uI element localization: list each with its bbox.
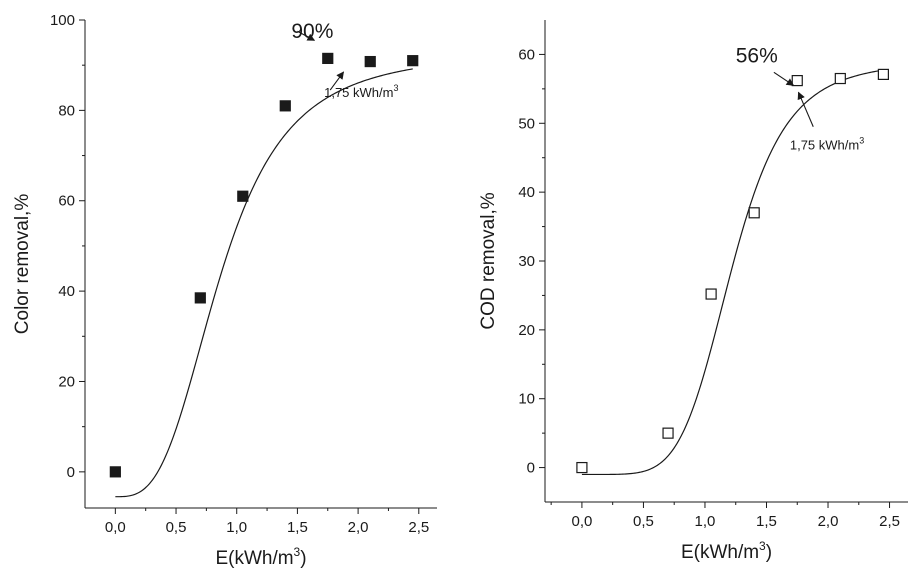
annotation-percent: 56% bbox=[736, 45, 778, 68]
x-axis-title: E(kWh/m3) bbox=[681, 539, 772, 563]
y-tick-label: 20 bbox=[518, 322, 535, 339]
y-tick-label: 80 bbox=[58, 102, 75, 119]
data-point bbox=[576, 461, 588, 474]
data-point bbox=[279, 100, 291, 112]
x-tick-label: 0,0 bbox=[105, 519, 126, 536]
x-tick-label: 0,5 bbox=[633, 513, 654, 530]
x-tick-label: 2,0 bbox=[818, 513, 839, 530]
x-tick-label: 1,0 bbox=[226, 519, 247, 536]
y-tick-label: 0 bbox=[67, 464, 75, 481]
y-tick-label: 40 bbox=[518, 184, 535, 201]
x-tick-label: 0,0 bbox=[571, 513, 592, 530]
x-axis-title-main: E(kWh/m bbox=[681, 542, 759, 563]
x-tick-label: 1,0 bbox=[695, 513, 716, 530]
fit-curve bbox=[115, 68, 413, 498]
x-axis-title-close: ) bbox=[300, 548, 306, 569]
data-point bbox=[705, 288, 717, 300]
y-axis-title: Color removal,% bbox=[12, 194, 33, 335]
data-point bbox=[877, 68, 889, 80]
data-point bbox=[791, 74, 803, 87]
x-tick-label: 1,5 bbox=[756, 513, 777, 530]
annotation-text: 56% bbox=[736, 45, 778, 68]
x-tick-label: 0,5 bbox=[166, 519, 187, 536]
data-point bbox=[662, 427, 674, 439]
y-tick-label: 40 bbox=[58, 283, 75, 300]
x-axis-title: E(kWh/m3) bbox=[215, 545, 306, 569]
annotation-text: 1,75 kWh/m bbox=[324, 85, 393, 100]
data-point bbox=[237, 190, 249, 202]
y-tick-label: 60 bbox=[58, 193, 75, 210]
annotation-energy: 1,75 kWh/m3 bbox=[790, 135, 864, 152]
y-tick-label: 20 bbox=[58, 373, 75, 390]
annotation-arrow bbox=[797, 91, 814, 127]
y-tick-label: 100 bbox=[50, 12, 75, 29]
y-tick-label: 60 bbox=[518, 46, 535, 63]
annotation-energy: 1,75 kWh/m3 bbox=[324, 83, 398, 100]
annotation-text: 90% bbox=[291, 20, 333, 43]
y-tick-label: 10 bbox=[518, 391, 535, 408]
annotation-superscript: 3 bbox=[393, 83, 398, 93]
data-point bbox=[364, 55, 376, 68]
y-tick-label: 50 bbox=[518, 115, 535, 132]
y-tick-label: 30 bbox=[518, 253, 535, 270]
x-axis-title-close: ) bbox=[766, 542, 772, 563]
x-tick-label: 2,0 bbox=[348, 519, 369, 536]
data-point bbox=[834, 72, 846, 85]
data-point bbox=[109, 466, 121, 478]
x-tick-label: 2,5 bbox=[408, 519, 429, 536]
data-point bbox=[748, 207, 760, 219]
annotation-superscript: 3 bbox=[859, 135, 864, 145]
x-tick-label: 1,5 bbox=[287, 519, 308, 536]
annotation-text: 1,75 kWh/m bbox=[790, 137, 859, 152]
annotation-arrow bbox=[773, 71, 795, 86]
data-point bbox=[322, 52, 334, 65]
data-point bbox=[407, 55, 419, 67]
annotation-arrow bbox=[329, 71, 344, 91]
fit-curve bbox=[581, 69, 884, 476]
x-tick-label: 2,5 bbox=[879, 513, 900, 530]
annotation-percent: 90% bbox=[291, 20, 333, 43]
x-axis-title-superscript: 3 bbox=[294, 545, 301, 559]
y-axis-title: COD removal,% bbox=[478, 192, 499, 329]
y-tick-label: 0 bbox=[527, 460, 535, 477]
data-point bbox=[194, 292, 206, 304]
x-axis-title-main: E(kWh/m bbox=[215, 548, 293, 569]
annotation-arrow bbox=[297, 30, 316, 41]
x-axis-title-superscript: 3 bbox=[759, 539, 766, 553]
